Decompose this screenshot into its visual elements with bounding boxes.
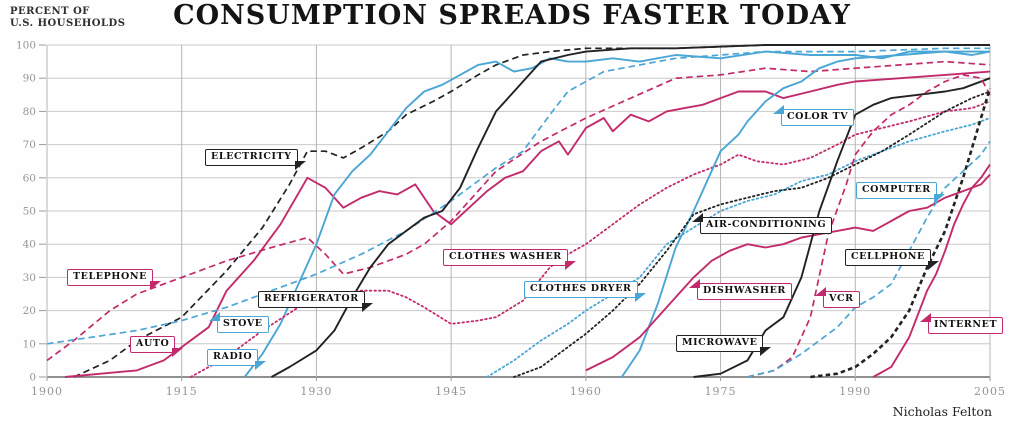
chart-title: CONSUMPTION SPREADS FASTER TODAY xyxy=(173,0,851,31)
series-line-clothes_dryer xyxy=(486,117,991,378)
series-line-refrigerator xyxy=(271,44,990,378)
x-tick-label: 1990 xyxy=(839,385,871,398)
series-line-telephone xyxy=(46,60,991,362)
series-line-cellphone xyxy=(810,87,992,379)
y-axis-note-line1: PERCENT OF xyxy=(10,6,90,17)
y-tick-label: 10 xyxy=(23,338,36,350)
series-line-color_tv xyxy=(621,50,990,378)
series-line-air_conditioning xyxy=(513,90,991,378)
y-tick-label: 100 xyxy=(16,40,36,52)
y-tick-label: 90 xyxy=(23,73,36,85)
y-tick-label: 20 xyxy=(23,305,36,317)
series-line-electricity xyxy=(73,44,990,378)
y-tick-label: 50 xyxy=(23,206,36,218)
series-line-radio xyxy=(243,50,991,378)
x-tick-label: 1900 xyxy=(31,385,63,398)
x-tick-label: 1960 xyxy=(570,385,602,398)
x-tick-label: 2005 xyxy=(974,385,1006,398)
credit-byline: Nicholas Felton xyxy=(892,404,992,419)
x-tick-label: 1975 xyxy=(705,385,737,398)
series-line-dishwasher xyxy=(585,173,991,372)
series-line-computer xyxy=(747,140,991,378)
series-line-auto xyxy=(64,70,991,378)
y-tick-label: 30 xyxy=(23,272,36,284)
x-tick-label: 1930 xyxy=(300,385,332,398)
y-tick-label: 60 xyxy=(23,172,36,184)
series-line-internet xyxy=(872,163,991,378)
y-axis-note: PERCENT OF U.S. HOUSEHOLDS xyxy=(10,6,125,30)
series-line-vcr xyxy=(747,74,991,378)
y-axis-note-line2: U.S. HOUSEHOLDS xyxy=(10,18,126,29)
series-line-stove xyxy=(46,47,990,345)
y-tick-label: 0 xyxy=(29,372,36,384)
series-line-clothes_washer xyxy=(189,100,991,378)
y-tick-label: 70 xyxy=(23,139,36,151)
x-tick-label: 1915 xyxy=(166,385,198,398)
x-tick-label: 1945 xyxy=(435,385,467,398)
y-tick-label: 40 xyxy=(23,239,36,251)
y-tick-label: 80 xyxy=(23,106,36,118)
